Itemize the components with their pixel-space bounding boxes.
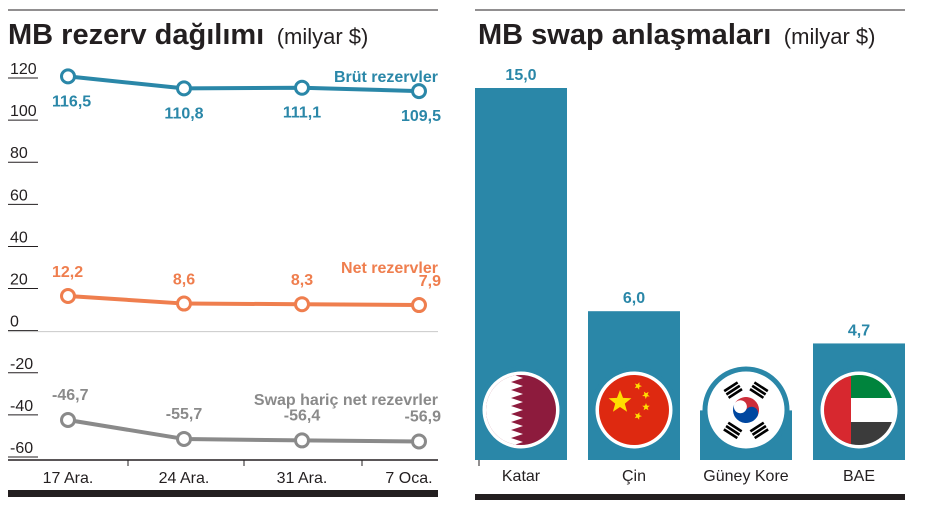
y-tick-label: -40 [10,398,33,415]
bar-value-label: 6,0 [623,290,645,307]
series-1-point [60,287,76,304]
left-chart-bottom-bar [8,490,438,497]
series-line-1 [67,293,420,308]
bar-category-label: BAE [843,468,875,485]
series-0-data-label: 109,5 [401,108,441,125]
y-tick-label: 120 [10,61,37,78]
left-y-axis: 120 100 80 60 40 20 0 -20 -40 -60 [8,61,438,458]
china-star [642,391,650,399]
bar-value-label: 4,7 [848,322,870,339]
left-x-axis: 17 Ara. 24 Ara. 31 Ara. 7 Oca. [8,459,480,487]
series-1-data-label: 12,2 [52,264,83,281]
series-0-point [294,79,310,96]
left-chart-title-unit: (milyar $) [277,24,369,49]
series-0-point [60,68,76,85]
series-2-data-label: -46,7 [52,387,89,404]
series-0-name-label: Brüt rezervler [334,69,438,86]
series-2-data-label: -56,9 [405,408,442,425]
korea-trigram-bar [751,384,767,396]
flag-drawing [824,375,894,445]
korea-trigram-bar [749,388,765,399]
china-star [634,382,642,390]
right-chart-title: MB swap anlaşmaları (milyar $) [478,19,875,51]
south-korea-flag-icon [702,366,790,454]
china-red [599,375,669,445]
korea-trigram-bar [751,424,767,436]
china-flag-icon [590,366,678,454]
series-0-point [411,83,427,100]
korea-blue [733,403,759,423]
series-0-point [176,80,192,97]
series-1-point [411,297,427,314]
y-tick-label: 80 [10,145,28,162]
bar-category-label: Çin [622,468,646,485]
korea-trigram [749,421,769,440]
series-0-data-label: 111,1 [283,105,321,122]
y-tick-label: -20 [10,356,33,373]
korea-trigram [749,381,769,399]
korea-trigram-bar [725,384,741,396]
qatar-white [486,375,523,445]
left-chart-title-main: MB rezerv dağılımı [8,19,264,51]
right-chart-title-unit: (milyar $) [784,24,876,49]
korea-trigram-bar [723,381,739,393]
series-0-data-label: 110,8 [164,105,203,122]
x-tick-label: 17 Ara. [43,470,94,487]
bar-value-label: 15,0 [505,67,536,84]
series-1-data-label: 8,6 [173,272,195,289]
series-2-point [411,433,427,450]
uae-flag-icon [815,366,903,454]
korea-trigram-bar [727,421,743,433]
series-2-point [176,430,192,447]
flag-drawing [486,375,556,445]
swap-agreements-chart: MB swap anlaşmaları (milyar $) 15,0 Katar… [475,9,905,500]
korea-trigram-bar [723,428,739,440]
series-2-point [60,411,76,428]
flag-drawing [599,375,669,445]
bar-category-label: Katar [502,468,541,485]
series-1-name-label: Net rezervler [341,260,438,277]
y-tick-label: 100 [10,103,37,120]
x-tick-label: 31 Ara. [277,470,328,487]
right-chart-bottom-bar [475,494,905,500]
series-line-2 [67,418,420,444]
series-1-data-label: 8,3 [291,272,313,289]
korea-trigram-bar [725,424,741,436]
qatar-flag-icon [477,366,565,454]
series-2-name-label: Swap hariç net rezevrler [254,392,438,409]
china-star [608,390,632,412]
y-tick-label: 60 [10,187,28,204]
series-2-data-label: -55,7 [166,406,203,423]
y-tick-label: -60 [10,440,33,457]
series-1-point [294,296,310,313]
flag-drawing [711,375,781,445]
series-1-point [176,295,192,312]
series-0-data-label: 116,5 [52,93,91,110]
korea-trigram [723,381,743,399]
korea-trigram-bar [749,421,765,433]
x-tick-label: 24 Ara. [159,470,210,487]
left-chart-title: MB rezerv dağılımı (milyar $) [8,19,368,51]
y-tick-label: 40 [10,229,28,246]
korea-trigram-bar [727,388,743,399]
korea-trigram [723,421,743,440]
series-line-0 [67,74,420,94]
bar-category-label: Güney Kore [703,468,788,485]
right-chart-title-main: MB swap anlaşmaları [478,19,771,51]
y-tick-label: 20 [10,272,28,289]
series-2-data-label: -56,4 [284,407,321,424]
korea-trigram-bar [753,381,769,393]
china-star [642,403,650,411]
reserve-distribution-chart: MB rezerv dağılımı (milyar $) 120 100 80 60… [8,9,480,497]
series-1-data-label: 7,9 [419,273,441,290]
korea-trigram-bar [753,428,769,440]
china-star [634,412,642,420]
x-tick-label: 7 Oca. [385,470,432,487]
left-series-group: 116,5 110,8 111,1 109,5 Brüt rezervler 12,2 8,… [52,68,442,450]
series-2-point [294,432,310,449]
y-tick-label: 0 [10,314,19,331]
